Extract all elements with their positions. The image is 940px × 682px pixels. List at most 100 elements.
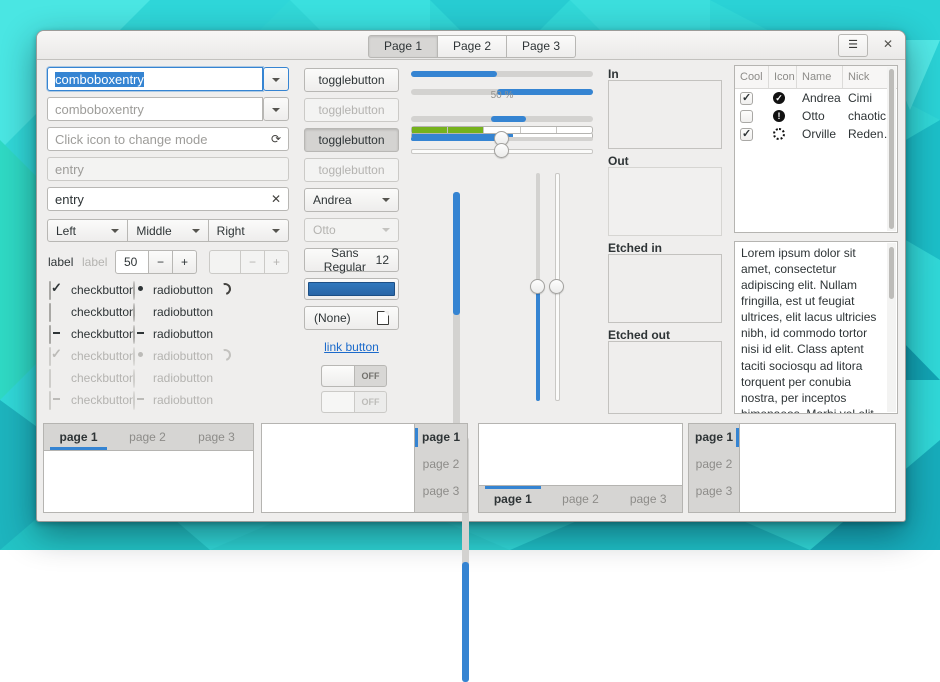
column-header-name[interactable]: Name: [797, 66, 843, 88]
checkbox-unchecked[interactable]: [49, 303, 51, 322]
tree-row[interactable]: ✓ Andrea Cimi: [735, 89, 897, 107]
tree-scrollbar-thumb[interactable]: [889, 69, 894, 229]
level-segment-filled: [448, 127, 485, 133]
combobox-middle[interactable]: Middle: [128, 219, 209, 242]
column-header-nick[interactable]: Nick: [848, 71, 870, 83]
color-swatch: [308, 282, 395, 296]
notebook-tab-page-2[interactable]: page 2: [422, 457, 460, 471]
hscale-2-handle[interactable]: [494, 143, 509, 158]
switch-off[interactable]: OFF: [321, 365, 387, 387]
combobox-entry-focused[interactable]: comboboxentry: [47, 67, 263, 91]
notebook-tab-page-1[interactable]: page 1: [479, 486, 547, 512]
column-header-icon[interactable]: Icon: [769, 66, 797, 88]
file-chooser-button[interactable]: (None): [304, 306, 399, 330]
radiobutton-label: radiobutton: [153, 371, 214, 385]
tab-page-3[interactable]: Page 3: [507, 35, 576, 58]
combobox-right[interactable]: Right: [208, 219, 289, 242]
tab-page-1[interactable]: Page 1: [368, 35, 438, 58]
frame-etched-in: [608, 254, 722, 323]
combobox-left-value: Left: [56, 223, 77, 238]
icon-mode-entry[interactable]: Click icon to change mode ⟳: [47, 127, 289, 151]
font-button[interactable]: Sans Regular 12: [304, 246, 399, 274]
radio-unselected-disabled: [133, 369, 135, 388]
checkbox-indeterminate[interactable]: [49, 325, 51, 344]
combobox-entry-2[interactable]: comboboxentry: [47, 97, 263, 121]
switch-state-label: OFF: [361, 371, 380, 381]
spinner-icon-disabled: [216, 346, 234, 364]
spinner-icon: [216, 280, 234, 298]
notebook-tab-page-1[interactable]: page 1: [44, 424, 113, 450]
frame-label-etched-out: Etched out: [608, 328, 670, 342]
textview-scrollbar-thumb[interactable]: [889, 247, 894, 299]
tree-scrollbar[interactable]: [887, 67, 896, 231]
hamburger-menu-button[interactable]: ☰: [838, 34, 868, 57]
level-segment-empty: [484, 127, 521, 133]
combobox-entry-2-placeholder: comboboxentry: [55, 101, 144, 117]
spinbutton: 50 − +: [115, 250, 197, 274]
frame-etched-out: [608, 341, 722, 414]
level-segment-filled: [412, 127, 449, 133]
textview[interactable]: Lorem ipsum dolor sit amet, consectetur …: [734, 241, 898, 414]
close-button[interactable]: ✕: [876, 34, 900, 55]
entry-disabled-placeholder: entry: [55, 161, 84, 177]
radiobutton-label: radiobutton: [153, 327, 214, 341]
vscale-2-handle[interactable]: [549, 279, 564, 294]
notebook-tab-page-2[interactable]: page 2: [129, 430, 166, 444]
check-radio-grid: checkbutton radiobutton checkbutton radi…: [47, 279, 297, 411]
linked-combobox-group: Left Middle Right: [47, 219, 289, 242]
textview-scrollbar[interactable]: [887, 243, 896, 412]
switch-knob-disabled: [322, 392, 355, 412]
checkbutton-label: checkbutton: [71, 371, 136, 385]
radio-indeterminate[interactable]: [133, 325, 135, 344]
notebook-tab-page-3[interactable]: page 3: [629, 492, 667, 506]
font-size: 12: [375, 253, 389, 267]
switch-knob[interactable]: [322, 366, 355, 386]
row-checkbox-checked[interactable]: [740, 127, 753, 141]
document-icon: [377, 311, 389, 325]
link-button[interactable]: link button: [324, 340, 379, 354]
notebook-tab-page-1[interactable]: page 1: [415, 424, 467, 451]
refresh-icon[interactable]: ⟳: [270, 132, 281, 146]
dotted-circle-icon: [773, 128, 785, 140]
spin-plus-button[interactable]: +: [173, 250, 197, 274]
textview-content: Lorem ipsum dolor sit amet, consectetur …: [741, 246, 877, 414]
togglebutton[interactable]: togglebutton: [304, 68, 399, 92]
togglebutton-active[interactable]: togglebutton: [304, 128, 399, 152]
row-checkbox-unchecked[interactable]: [740, 109, 753, 123]
radio-selected[interactable]: [133, 281, 135, 300]
notebook-tab-page-2[interactable]: page 2: [562, 492, 599, 506]
hamburger-icon: ☰: [848, 39, 858, 51]
tab-page-2[interactable]: Page 2: [438, 35, 507, 58]
row-checkbox-checked[interactable]: [740, 91, 753, 105]
checkbox-unchecked-disabled: [49, 369, 51, 388]
checkbox-checked[interactable]: [49, 281, 51, 300]
radio-unselected[interactable]: [133, 303, 135, 322]
notebook-tab-page-3[interactable]: page 3: [695, 484, 733, 498]
checkbutton-label: checkbutton: [71, 305, 136, 319]
combobox-left[interactable]: Left: [47, 219, 129, 242]
exclamation-circle-icon: !: [773, 110, 785, 122]
notebook-tab-page-3[interactable]: page 3: [422, 484, 460, 498]
clear-icon[interactable]: ✕: [270, 192, 281, 206]
tree-row[interactable]: Orville Reden…: [735, 125, 897, 143]
label: label: [48, 255, 74, 269]
dropdown-arrow-icon: [382, 228, 390, 232]
radiobutton-label: radiobutton: [153, 305, 214, 319]
combobox-entry-arrow-button[interactable]: [263, 67, 289, 91]
notebook-tabs-top: page 1 page 2 page 3: [43, 423, 254, 513]
notebook-tab-page-1[interactable]: page 1: [689, 424, 739, 451]
vscale: [530, 173, 546, 401]
entry-with-clear[interactable]: entry ✕: [47, 187, 289, 211]
font-name: Sans Regular: [323, 246, 366, 274]
spinbutton-disabled-value: [209, 250, 241, 274]
notebook-tab-page-2[interactable]: page 2: [695, 457, 733, 471]
column-header-cool[interactable]: Cool: [735, 66, 769, 88]
spinbutton-value[interactable]: 50: [115, 250, 149, 274]
tree-row[interactable]: ! Otto chaotic: [735, 107, 897, 125]
color-button[interactable]: [304, 278, 399, 300]
spin-minus-button[interactable]: −: [149, 250, 173, 274]
vscale-handle[interactable]: [530, 279, 545, 294]
combobox-entry-2-arrow-button[interactable]: [263, 97, 289, 121]
name-combobox[interactable]: Andrea: [304, 188, 399, 212]
notebook-tab-page-3[interactable]: page 3: [198, 430, 235, 444]
